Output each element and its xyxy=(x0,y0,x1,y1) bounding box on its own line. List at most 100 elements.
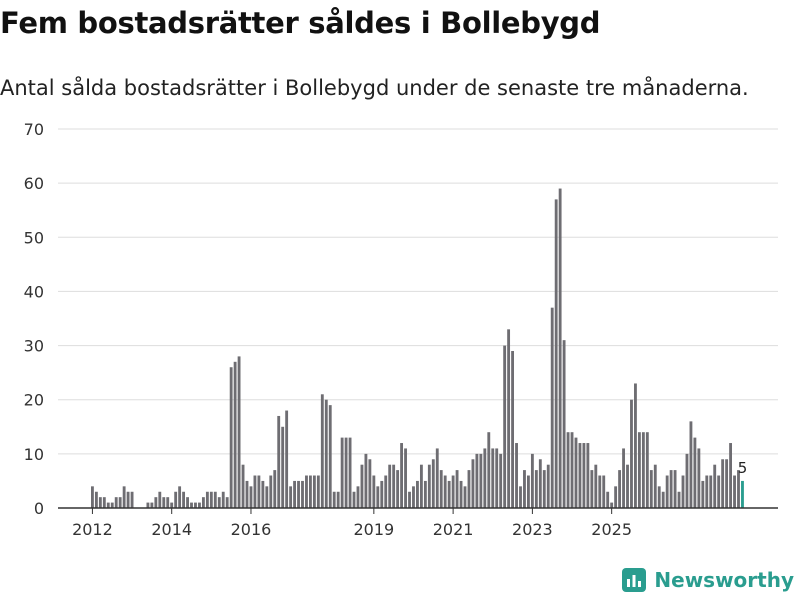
bar xyxy=(550,307,554,508)
newsworthy-logo: Newsworthy xyxy=(622,568,794,592)
bar xyxy=(94,491,98,508)
bar xyxy=(209,491,213,508)
bar xyxy=(649,470,653,508)
bar xyxy=(225,497,229,508)
bar xyxy=(602,475,606,508)
bar xyxy=(392,464,396,508)
bar xyxy=(685,453,689,508)
bar xyxy=(332,491,336,508)
bar xyxy=(158,491,162,508)
bar xyxy=(233,361,237,508)
bar xyxy=(558,188,562,508)
bar xyxy=(412,486,415,508)
bar xyxy=(566,432,570,508)
bar xyxy=(376,486,380,508)
bar xyxy=(190,502,193,508)
bar xyxy=(661,491,665,508)
bar xyxy=(455,470,459,508)
bar xyxy=(320,394,324,508)
bar xyxy=(245,480,249,508)
bar xyxy=(360,464,364,508)
bar xyxy=(293,480,296,508)
bar xyxy=(606,491,610,508)
bar xyxy=(316,475,320,508)
bar xyxy=(451,475,455,508)
bar xyxy=(186,497,189,508)
bar xyxy=(340,437,344,508)
bar xyxy=(261,480,265,508)
bar xyxy=(419,464,423,508)
bar-chart-logo-icon xyxy=(622,568,647,592)
bar xyxy=(114,497,118,508)
bar xyxy=(98,497,102,508)
bar xyxy=(106,502,110,508)
bar xyxy=(641,432,645,508)
bar xyxy=(487,432,491,508)
bar xyxy=(677,491,681,508)
x-tick-label: 2023 xyxy=(512,520,553,539)
bar xyxy=(201,497,205,508)
bar xyxy=(110,502,114,508)
bar xyxy=(396,470,400,508)
bar xyxy=(594,464,598,508)
bar xyxy=(166,497,170,508)
bar xyxy=(404,448,407,508)
chart-subtitle: Antal sålda bostadsrätter i Bollebygd un… xyxy=(0,76,749,100)
bar xyxy=(729,443,732,508)
bar xyxy=(178,486,182,508)
bar xyxy=(713,464,717,508)
bar xyxy=(328,405,332,508)
bar xyxy=(491,448,495,508)
bar xyxy=(312,475,316,508)
bar xyxy=(479,453,483,508)
bar xyxy=(701,480,705,508)
bar xyxy=(669,470,673,508)
bar xyxy=(578,443,582,508)
bar xyxy=(400,443,404,508)
x-tick-label: 2025 xyxy=(591,520,632,539)
bar xyxy=(130,491,134,508)
bar xyxy=(348,437,352,508)
bar xyxy=(530,453,534,508)
bar xyxy=(301,480,304,508)
bar xyxy=(269,475,273,508)
bar xyxy=(384,475,388,508)
bar xyxy=(630,399,633,508)
bar-latest xyxy=(741,480,744,508)
bar xyxy=(289,486,293,508)
bar xyxy=(523,470,526,508)
bar xyxy=(590,470,594,508)
bar xyxy=(285,410,289,508)
bar xyxy=(618,470,622,508)
bar xyxy=(91,486,94,508)
bar xyxy=(249,486,253,508)
bar xyxy=(435,448,439,508)
bar xyxy=(503,345,507,508)
bar xyxy=(229,367,233,508)
bar xyxy=(637,432,641,508)
bar xyxy=(324,399,328,508)
bar xyxy=(253,475,257,508)
bar xyxy=(198,502,201,508)
y-tick-label: 0 xyxy=(34,499,44,518)
bar xyxy=(717,475,721,508)
bar xyxy=(507,329,511,508)
bar xyxy=(364,453,368,508)
bar xyxy=(162,497,166,508)
bar xyxy=(305,475,308,508)
bar xyxy=(527,475,530,508)
bar xyxy=(372,475,376,508)
bar xyxy=(574,437,578,508)
bar xyxy=(459,480,463,508)
bar xyxy=(182,491,186,508)
bar xyxy=(237,356,241,508)
bar xyxy=(653,464,657,508)
bar xyxy=(336,491,340,508)
bar xyxy=(154,497,158,508)
bar xyxy=(146,502,150,508)
bar xyxy=(471,459,475,508)
bars xyxy=(91,188,744,508)
y-tick-label: 40 xyxy=(24,282,44,301)
bar xyxy=(194,502,197,508)
x-tick-label: 2019 xyxy=(353,520,394,539)
